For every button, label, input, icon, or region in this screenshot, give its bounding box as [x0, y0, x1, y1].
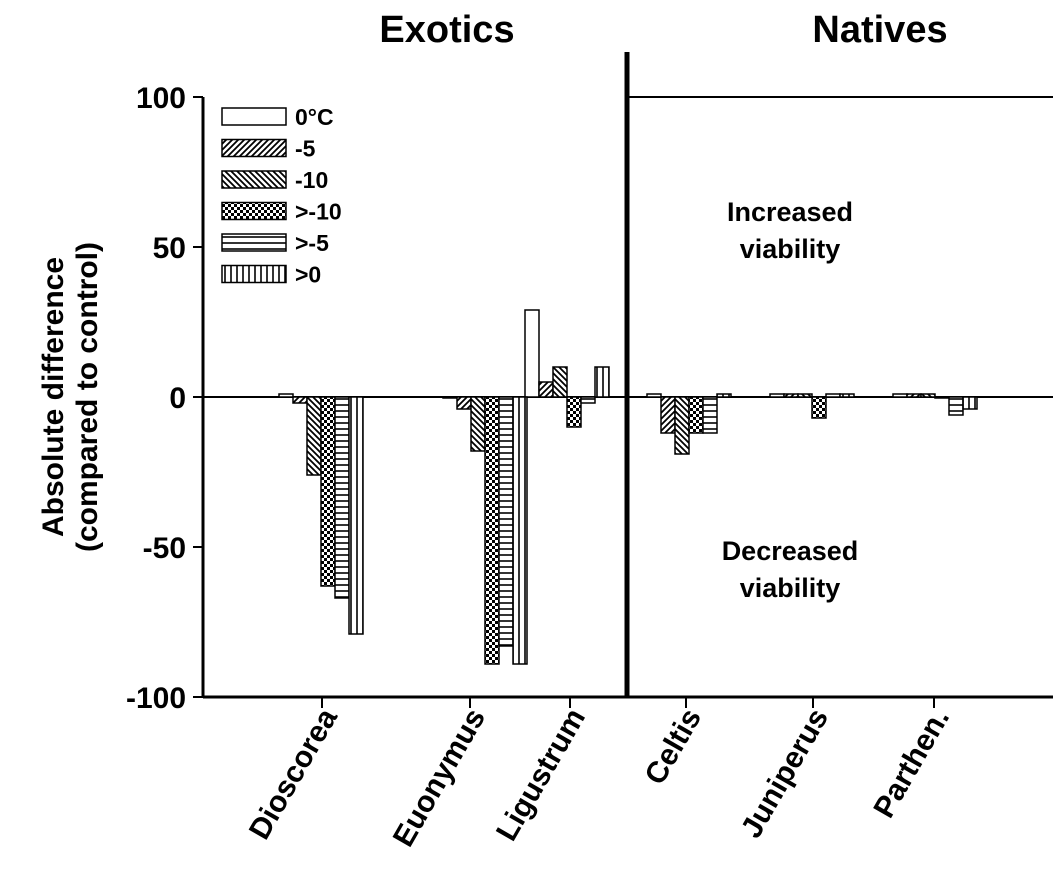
bar	[892, 393, 908, 398]
x-tick-label: Parthen.	[867, 703, 956, 823]
legend-label: >-10	[295, 199, 342, 225]
bar	[484, 396, 500, 665]
bar	[456, 396, 472, 410]
annotation-increased-line2: viability	[740, 234, 841, 264]
bar	[646, 393, 662, 398]
legend-label: -10	[295, 167, 328, 193]
bar	[442, 396, 458, 399]
bar	[524, 309, 540, 398]
legend-swatch	[221, 264, 287, 284]
bar	[811, 396, 827, 419]
bar	[348, 396, 364, 635]
bar	[674, 396, 690, 455]
y-axis-ticks: 100 50 0 -50 -100	[126, 82, 203, 715]
y-axis-label-line2: (compared to control)	[71, 242, 104, 552]
bar	[783, 393, 799, 398]
group-title-natives: Natives	[812, 9, 947, 51]
legend: 0°C -5 -10 >-10 >-5 >0	[221, 104, 342, 288]
x-tick-label: Dioscorea	[243, 703, 344, 845]
bar	[278, 393, 294, 398]
y-tick-label: -100	[126, 682, 186, 715]
bar	[962, 396, 978, 410]
bar	[825, 393, 841, 398]
bar	[292, 396, 308, 404]
bar	[566, 396, 582, 428]
y-axis-label-line1: Absolute difference	[37, 257, 70, 537]
bar	[906, 393, 922, 398]
legend-label: 0°C	[295, 104, 334, 130]
bar	[498, 396, 514, 647]
bar	[538, 381, 554, 398]
group-title-exotics: Exotics	[379, 9, 514, 51]
legend-swatch	[221, 107, 287, 126]
bar	[512, 396, 528, 665]
bar	[702, 396, 718, 434]
y-tick-label: 50	[153, 232, 186, 265]
bar	[839, 393, 855, 398]
bar	[552, 366, 568, 398]
bar	[320, 396, 336, 587]
bar	[334, 396, 350, 599]
annotation-decreased-line2: viability	[740, 573, 841, 603]
annotation-increased-line1: Increased	[727, 197, 853, 227]
legend-label: -5	[295, 136, 316, 162]
bar	[470, 396, 486, 452]
bar	[580, 396, 596, 404]
bar	[306, 396, 322, 476]
legend-swatch	[221, 201, 287, 221]
x-tick-label: Euonymus	[387, 703, 492, 852]
y-tick-label: 100	[136, 82, 186, 115]
legend-label: >0	[295, 262, 321, 288]
bar	[920, 393, 936, 398]
bar	[716, 393, 732, 398]
y-axis-label: Absolute difference (compared to control…	[37, 242, 104, 552]
legend-label: >-5	[295, 230, 329, 256]
bar	[594, 366, 610, 398]
bar	[660, 396, 676, 434]
bar	[948, 396, 964, 416]
bar	[797, 393, 813, 398]
x-tick-label: Ligustrum	[490, 703, 592, 847]
x-tick-label: Celtis	[639, 703, 708, 790]
annotation-increased: Increased viability	[727, 197, 853, 264]
x-tick-label: Juniperus	[735, 703, 835, 844]
legend-swatch	[221, 138, 287, 158]
bar	[769, 393, 785, 398]
y-tick-label: 0	[169, 382, 186, 415]
bar	[934, 396, 950, 399]
annotation-decreased-line1: Decreased	[722, 536, 859, 566]
bar	[688, 396, 704, 434]
bars	[278, 309, 978, 665]
legend-swatch	[221, 170, 287, 189]
y-tick-label: -50	[143, 532, 186, 565]
legend-swatch	[221, 233, 287, 252]
annotation-decreased: Decreased viability	[722, 536, 859, 603]
